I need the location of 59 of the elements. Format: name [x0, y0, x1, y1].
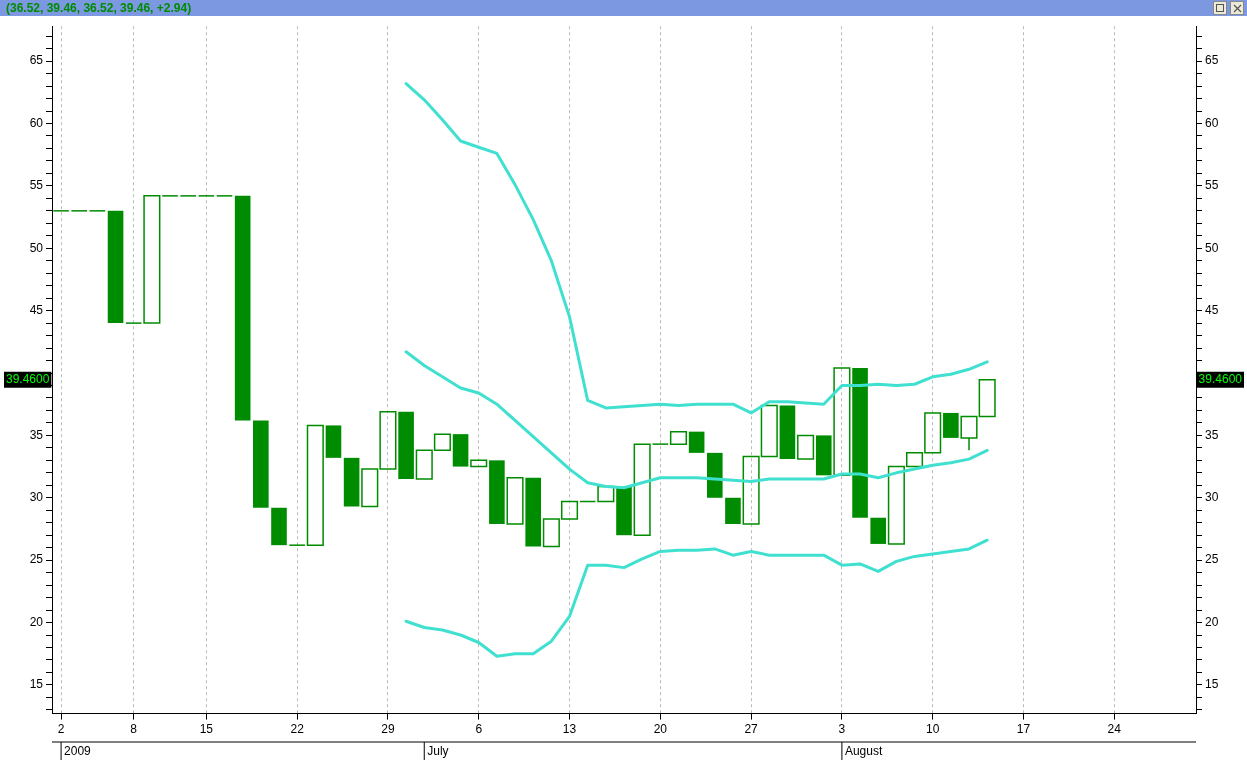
candlestick — [616, 486, 632, 536]
candlestick — [688, 431, 705, 453]
candlestick — [470, 459, 488, 468]
candlestick — [870, 517, 887, 544]
y-tick-label: 55 — [29, 178, 44, 193]
y-tick-label: 15 — [29, 677, 44, 692]
text: July — [427, 744, 449, 759]
candlestick — [633, 443, 651, 536]
candlestick — [706, 452, 723, 498]
x-tick-label: 13 — [562, 722, 577, 737]
y-tick-label: 20 — [29, 614, 44, 629]
candlestick — [253, 420, 269, 508]
x-tick-label: 8 — [130, 722, 138, 737]
candlestick — [271, 507, 287, 546]
candlestick — [852, 368, 868, 518]
x-tick-label: 22 — [290, 722, 305, 737]
y-tick-label: 30 — [29, 490, 44, 505]
text: August — [844, 744, 883, 759]
y2-tick-label: 65 — [1205, 53, 1219, 68]
chart-title: (36.52, 39.46, 36.52, 39.46, +2.94) — [6, 1, 192, 15]
y2-tick-label: 35 — [1205, 427, 1219, 442]
candlestick — [797, 434, 815, 460]
y-tick-label: 45 — [29, 302, 44, 317]
y2-tick-label: 25 — [1205, 552, 1219, 567]
text: 39.4600 — [6, 372, 50, 387]
y-tick-label: 60 — [29, 115, 44, 130]
y2-tick-label: 20 — [1205, 614, 1219, 629]
x-tick-label: 15 — [199, 722, 214, 737]
y2-tick-label: 30 — [1205, 490, 1219, 505]
text: 39.4600 — [1198, 372, 1243, 387]
candlestick — [234, 195, 251, 421]
y2-tick-label: 55 — [1205, 178, 1219, 193]
candlestick — [325, 425, 342, 458]
y-tick-label: 35 — [29, 427, 44, 442]
candlestick — [398, 411, 414, 480]
candlestick — [725, 497, 741, 524]
y-tick-label: 50 — [29, 240, 44, 255]
y2-tick-label: 15 — [1205, 677, 1219, 692]
y-tick-label: 25 — [29, 552, 44, 567]
candlestick — [306, 424, 324, 546]
x-tick-label: 3 — [838, 722, 846, 737]
y2-tick-label: 50 — [1205, 240, 1219, 255]
candlestick — [779, 405, 796, 460]
x-tick-label: 6 — [475, 722, 483, 737]
candlestick — [669, 430, 688, 445]
y-tick-label: 65 — [29, 53, 44, 68]
candlestick — [107, 210, 124, 324]
y2-tick-label: 45 — [1205, 302, 1219, 317]
x-tick-label: 10 — [926, 722, 940, 737]
x-tick-label: 24 — [1107, 722, 1122, 737]
x-tick-label: 27 — [744, 722, 759, 737]
x-tick-label: 2 — [57, 722, 65, 737]
candlestick — [452, 434, 469, 467]
x-tick-label: 20 — [653, 722, 668, 737]
text: 2009 — [64, 744, 92, 759]
y2-tick-label: 60 — [1205, 115, 1219, 130]
candlestick — [343, 457, 360, 507]
x-tick-label: 29 — [381, 722, 395, 737]
x-tick-label: 17 — [1016, 722, 1031, 737]
